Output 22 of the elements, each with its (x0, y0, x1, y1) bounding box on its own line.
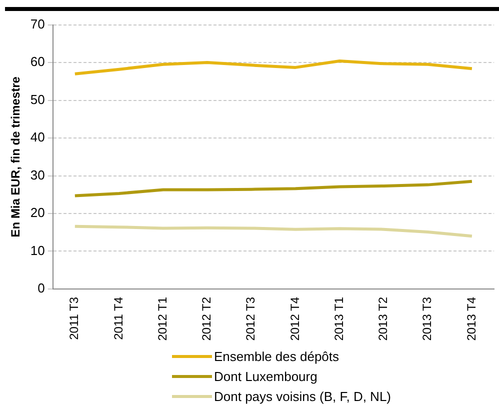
y-tick-label: 0 (38, 280, 45, 296)
y-tick-label: 70 (30, 16, 45, 32)
y-tick-label: 40 (30, 130, 45, 145)
x-tick-label: 2013 T3 (420, 296, 434, 341)
legend-label: Dont Luxembourg (214, 368, 318, 384)
y-tick-label: 60 (30, 54, 45, 70)
legend-label: Dont pays voisins (B, F, D, NL) (214, 388, 391, 404)
y-tick-label: 30 (30, 167, 45, 182)
x-tick-label: 2013 T1 (332, 296, 346, 341)
legend-label: Ensemble des dépôts (214, 348, 340, 364)
x-tick-label: 2012 T2 (200, 296, 214, 341)
y-tick-label: 50 (30, 92, 45, 107)
x-tick-label: 2012 T4 (288, 296, 302, 341)
y-tick-label: 20 (30, 205, 45, 220)
x-tick-label: 2013 T2 (376, 296, 390, 341)
y-tick-label: 10 (30, 242, 45, 258)
x-tick-label: 2011 T3 (67, 296, 82, 340)
x-tick-label: 2013 T4 (464, 296, 478, 341)
x-tick-label: 2012 T3 (244, 296, 258, 341)
x-tick-label: 2012 T1 (155, 296, 170, 341)
y-axis-title: En Mia EUR, fin de trimestre (8, 76, 23, 238)
x-tick-label: 2011 T4 (111, 296, 126, 340)
